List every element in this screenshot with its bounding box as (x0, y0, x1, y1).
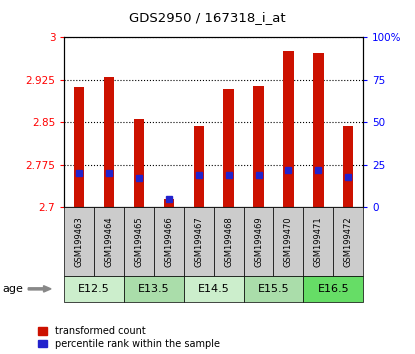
Bar (104, 77, 115, 207)
Text: E13.5: E13.5 (138, 284, 170, 294)
Text: E12.5: E12.5 (78, 284, 110, 294)
Text: age: age (2, 284, 23, 294)
Text: E15.5: E15.5 (258, 284, 289, 294)
Bar (343, 126, 354, 207)
Text: GSM199465: GSM199465 (134, 216, 144, 267)
Text: GSM199471: GSM199471 (314, 216, 323, 267)
Text: GSM199464: GSM199464 (105, 216, 114, 267)
Text: GSM199469: GSM199469 (254, 216, 263, 267)
Bar (283, 51, 294, 207)
Text: GSM199470: GSM199470 (284, 216, 293, 267)
Text: GSM199463: GSM199463 (75, 216, 84, 267)
Bar (74, 87, 85, 207)
Legend: transformed count, percentile rank within the sample: transformed count, percentile rank withi… (38, 326, 220, 349)
Bar (313, 53, 324, 207)
Text: GSM199468: GSM199468 (224, 216, 233, 267)
Text: GSM199466: GSM199466 (164, 216, 173, 267)
Bar (253, 86, 264, 207)
Bar (134, 119, 144, 207)
Text: GDS2950 / 167318_i_at: GDS2950 / 167318_i_at (129, 11, 286, 24)
Bar (193, 126, 204, 207)
Text: GSM199467: GSM199467 (194, 216, 203, 267)
Text: E14.5: E14.5 (198, 284, 229, 294)
Text: E16.5: E16.5 (317, 284, 349, 294)
Text: GSM199472: GSM199472 (344, 216, 353, 267)
Bar (223, 89, 234, 207)
Bar (164, 199, 174, 207)
